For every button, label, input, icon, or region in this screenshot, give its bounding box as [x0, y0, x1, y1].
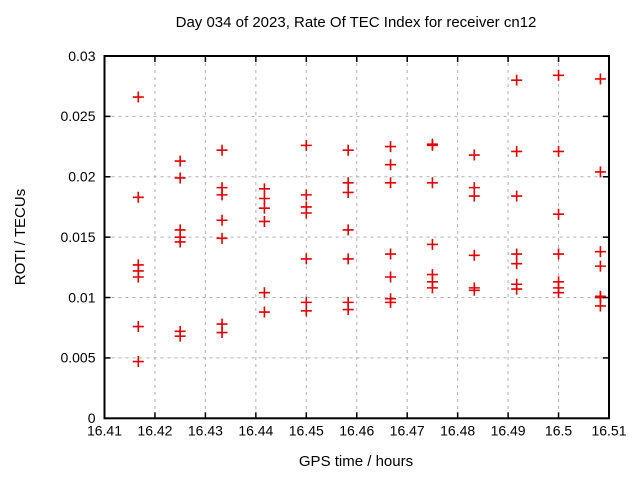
data-point-marker — [342, 253, 354, 265]
data-point-marker — [553, 287, 565, 299]
data-point-marker — [258, 306, 270, 318]
x-tick-label: 16.42 — [137, 422, 172, 438]
data-point-marker — [342, 177, 354, 189]
data-point-marker — [132, 91, 144, 103]
data-point-marker — [132, 191, 144, 203]
data-points — [132, 69, 606, 368]
x-tick-label: 16.5 — [545, 422, 572, 438]
data-point-marker — [300, 207, 312, 219]
x-tick-label: 16.48 — [440, 422, 475, 438]
tick-labels: 16.41 16.42 16.43 16.44 16.45 16.46 16.47 16.48… — [60, 48, 626, 439]
data-point-marker — [468, 190, 480, 202]
data-point-marker — [426, 282, 438, 294]
data-point-marker — [174, 155, 186, 167]
y-tick-label: 0.015 — [60, 229, 95, 245]
data-point-marker — [132, 356, 144, 368]
data-point-marker — [594, 73, 606, 85]
data-point-marker — [511, 145, 523, 157]
data-point-marker — [594, 300, 606, 312]
data-point-marker — [385, 248, 397, 260]
data-point-marker — [385, 271, 397, 283]
y-tick-label: 0 — [88, 410, 96, 426]
data-point-marker — [511, 190, 523, 202]
data-point-marker — [216, 189, 228, 201]
data-point-marker — [342, 144, 354, 156]
data-point-marker — [511, 74, 523, 86]
data-point-marker — [594, 166, 606, 178]
data-point-marker — [426, 177, 438, 189]
data-point-marker — [132, 321, 144, 333]
y-tick-label: 0.005 — [60, 350, 95, 366]
data-point-marker — [300, 189, 312, 201]
data-point-marker — [511, 248, 523, 260]
data-point-marker — [216, 214, 228, 226]
data-point-marker — [132, 271, 144, 283]
data-point-marker — [553, 248, 565, 260]
data-point-marker — [258, 287, 270, 299]
data-point-marker — [385, 296, 397, 308]
x-tick-label: 16.47 — [390, 422, 425, 438]
data-point-marker — [385, 141, 397, 153]
data-point-marker — [216, 232, 228, 244]
x-axis-label: GPS time / hours — [299, 453, 413, 470]
data-point-marker — [258, 202, 270, 214]
data-point-marker — [468, 249, 480, 261]
data-point-marker — [511, 258, 523, 270]
x-tick-label: 16.41 — [87, 422, 122, 438]
y-tick-label: 0.01 — [68, 289, 95, 305]
x-tick-label: 16.44 — [238, 422, 273, 438]
data-point-marker — [594, 246, 606, 258]
data-point-marker — [258, 183, 270, 195]
x-tick-label: 16.51 — [591, 422, 626, 438]
chart-title: Day 034 of 2023, Rate Of TEC Index for r… — [176, 14, 537, 31]
x-tick-label: 16.46 — [339, 422, 374, 438]
data-point-marker — [553, 145, 565, 157]
data-point-marker — [174, 172, 186, 184]
data-point-marker — [342, 224, 354, 236]
data-point-marker — [216, 144, 228, 156]
data-point-marker — [300, 139, 312, 151]
data-point-marker — [426, 238, 438, 250]
data-point-marker — [511, 283, 523, 295]
y-tick-label: 0.02 — [68, 169, 95, 185]
data-point-marker — [300, 305, 312, 317]
data-point-marker — [300, 253, 312, 265]
data-point-marker — [342, 186, 354, 198]
data-point-marker — [594, 260, 606, 272]
data-point-marker — [426, 139, 438, 151]
data-point-marker — [258, 193, 270, 205]
plot-border-and-ticks — [103, 55, 610, 420]
x-tick-label: 16.43 — [188, 422, 223, 438]
data-point-marker — [468, 149, 480, 161]
y-tick-label: 0.03 — [68, 48, 95, 64]
data-point-marker — [553, 208, 565, 220]
data-point-marker — [553, 69, 565, 81]
x-tick-label: 16.49 — [491, 422, 526, 438]
data-point-marker — [385, 177, 397, 189]
data-point-marker — [216, 327, 228, 339]
y-axis-label: ROTI / TECUs — [12, 189, 29, 285]
data-point-marker — [342, 304, 354, 316]
data-point-marker — [174, 236, 186, 248]
data-point-marker — [468, 284, 480, 296]
data-point-marker — [258, 215, 270, 227]
y-tick-label: 0.025 — [60, 108, 95, 124]
data-point-marker — [385, 159, 397, 171]
data-point-marker — [174, 330, 186, 342]
x-tick-label: 16.45 — [289, 422, 324, 438]
